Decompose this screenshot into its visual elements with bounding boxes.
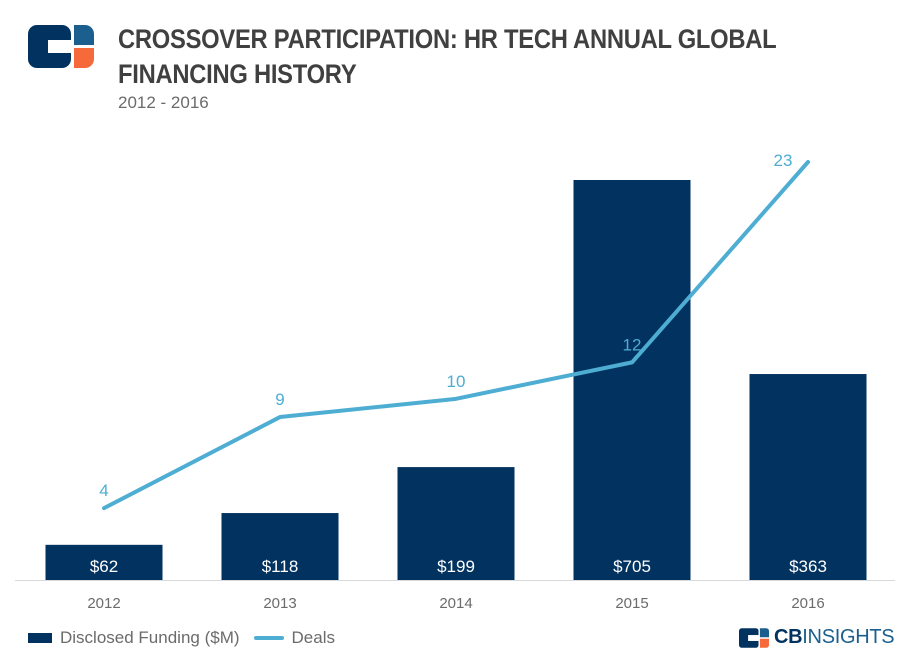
bar-value-label: $363 [789,557,827,576]
bar-value-label: $705 [613,557,651,576]
x-tick-label: 2014 [439,595,472,612]
chart-title: CROSSOVER PARTICIPATION: HR TECH ANNUAL … [118,22,777,92]
x-tick-label: 2015 [615,595,648,612]
chart-title-line-1: CROSSOVER PARTICIPATION: HR TECH ANNUAL … [118,24,777,54]
bar-value-label: $118 [262,557,299,576]
bar-2014 [397,467,515,580]
x-tick-label: 2016 [791,595,824,612]
deals-line [102,160,810,511]
deals-value-label: 9 [275,390,284,409]
deals-value-label: 4 [99,481,108,500]
deals-value-label: 23 [774,151,793,170]
bar-2012 [45,544,163,580]
bar-2015 [573,180,691,580]
brand-logo: CBINSIGHTS [739,626,895,649]
x-tick-label: 2012 [87,595,120,612]
deals-value-label: 10 [447,372,466,391]
deals-value-label: 12 [623,335,642,354]
bar-value-label: $62 [90,557,118,576]
legend-line-label: Deals [291,628,335,647]
bar-value-label: $199 [437,557,475,576]
brand-wordmark: CBINSIGHTS [774,626,895,649]
bar-2016 [749,374,867,580]
x-tick-label: 2013 [263,595,296,612]
cb-insights-logo-icon [28,25,94,68]
brand-mark-icon [739,627,769,648]
legend-bar-label: Disclosed Funding ($M) [60,628,240,647]
legend-bar-swatch [28,633,52,643]
bar-2013 [221,513,339,580]
legend: Disclosed Funding ($M) Deals [28,628,335,648]
brand-wordmark-bold: CB [774,626,803,648]
brand-wordmark-light: INSIGHTS [802,626,895,648]
chart-subtitle: 2012 - 2016 [118,93,209,112]
chart-title-line-2: FINANCING HISTORY [118,59,357,89]
legend-line-swatch [253,636,284,640]
